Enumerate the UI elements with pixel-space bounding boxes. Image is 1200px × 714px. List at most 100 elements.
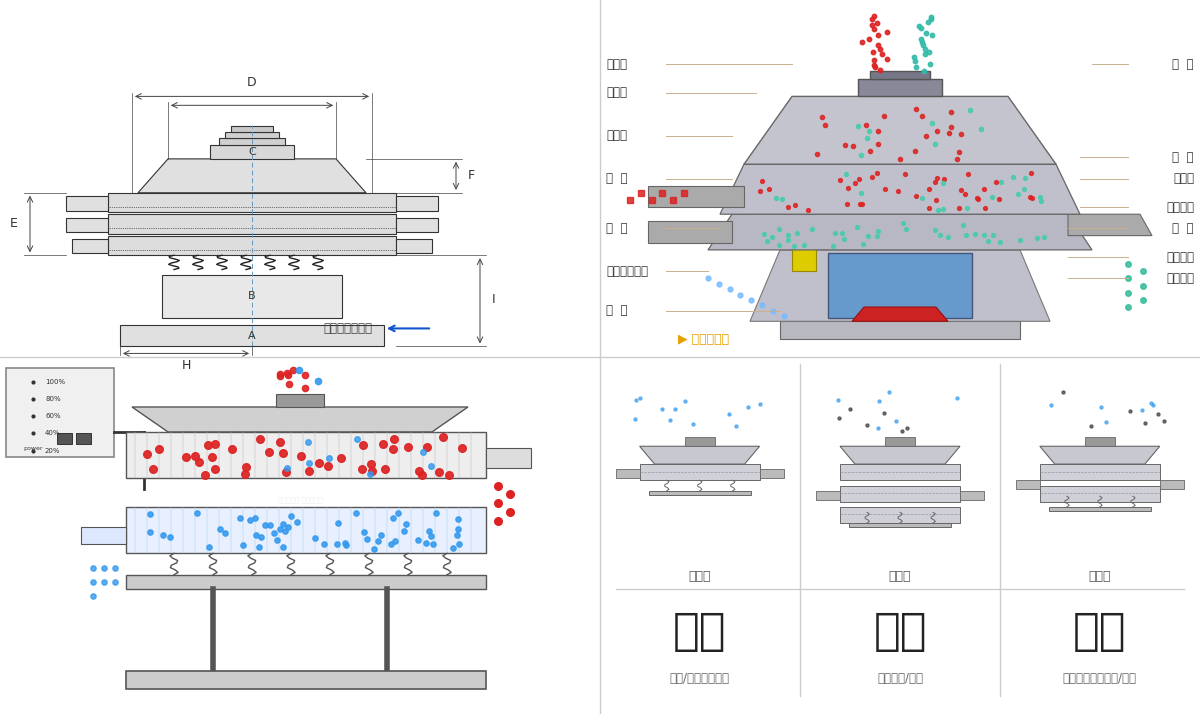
Bar (82, 527, 126, 544)
Bar (210, 144, 294, 159)
Text: 欲了解更多 请联系我们: 欲了解更多 请联系我们 (277, 496, 323, 503)
Bar (760, 470, 784, 478)
Text: 分级: 分级 (673, 610, 726, 653)
Text: 40%: 40% (46, 431, 60, 436)
Text: 束  环: 束 环 (606, 172, 628, 185)
Bar (77, 433, 91, 444)
Bar (126, 507, 486, 553)
Text: 三层式: 三层式 (889, 570, 911, 583)
Polygon shape (750, 250, 1050, 321)
Text: 运输固定螺栓: 运输固定螺栓 (606, 265, 648, 278)
Text: 颗粒/粉末准确分级: 颗粒/粉末准确分级 (670, 672, 730, 685)
Polygon shape (840, 464, 960, 481)
Text: 振动电机: 振动电机 (1166, 251, 1194, 263)
Bar (108, 214, 396, 234)
Bar (828, 253, 972, 318)
Text: 除杂: 除杂 (1073, 610, 1127, 653)
Text: power: power (23, 446, 43, 451)
Text: 20%: 20% (46, 448, 60, 453)
Bar (858, 79, 942, 96)
Text: A: A (248, 331, 256, 341)
Text: 去除液体中的颗粒/异物: 去除液体中的颗粒/异物 (1063, 672, 1136, 685)
Text: 下部重锤: 下部重锤 (1166, 272, 1194, 285)
Polygon shape (720, 164, 1080, 214)
Bar (1159, 481, 1183, 489)
Bar (108, 193, 396, 213)
Text: 去除异物/结块: 去除异物/结块 (877, 672, 923, 685)
Bar (226, 131, 278, 139)
Bar (126, 432, 486, 478)
Circle shape (22, 430, 46, 444)
Bar (616, 470, 640, 478)
Text: ▶ 结构示意图: ▶ 结构示意图 (678, 333, 730, 346)
Polygon shape (640, 464, 760, 481)
Text: 进料口: 进料口 (606, 58, 628, 71)
Bar (120, 325, 384, 346)
Text: 80%: 80% (46, 396, 61, 402)
Bar (66, 196, 108, 211)
Text: 上部重锤: 上部重锤 (1166, 201, 1194, 213)
Text: H: H (181, 359, 191, 372)
Bar (230, 126, 274, 131)
Polygon shape (1039, 464, 1159, 481)
Bar (886, 437, 916, 446)
Polygon shape (840, 486, 960, 502)
Text: 筛  网: 筛 网 (1172, 58, 1194, 71)
Bar (1049, 507, 1151, 511)
Polygon shape (744, 96, 1056, 164)
Text: F: F (468, 169, 475, 182)
Bar (486, 448, 530, 468)
Bar (220, 139, 286, 144)
Text: 机  座: 机 座 (606, 304, 628, 317)
Bar (850, 523, 952, 527)
Bar (126, 671, 486, 689)
Text: 出料口: 出料口 (606, 129, 628, 142)
Bar (276, 394, 324, 407)
Text: 防尘盖: 防尘盖 (606, 86, 628, 99)
Bar (684, 437, 715, 446)
Bar (6, 368, 114, 457)
Polygon shape (708, 214, 1092, 250)
Text: E: E (10, 217, 18, 231)
Bar (960, 491, 984, 500)
Bar (792, 246, 816, 271)
Polygon shape (780, 321, 1020, 339)
Bar (396, 218, 438, 232)
Text: 筛  盘: 筛 盘 (1172, 222, 1194, 235)
Text: 100%: 100% (46, 379, 65, 385)
Text: D: D (247, 76, 257, 89)
Bar (58, 433, 72, 444)
Bar (816, 491, 840, 500)
Text: B: B (248, 291, 256, 301)
Polygon shape (640, 446, 760, 464)
Polygon shape (1068, 214, 1152, 236)
Polygon shape (648, 186, 744, 207)
Polygon shape (132, 407, 468, 432)
Polygon shape (648, 221, 732, 243)
Text: 双层式: 双层式 (1088, 570, 1111, 583)
Polygon shape (1039, 486, 1159, 502)
Polygon shape (852, 307, 948, 321)
Text: 网  架: 网 架 (1172, 151, 1194, 164)
Bar (72, 239, 108, 253)
Text: 外形尺寸示意图: 外形尺寸示意图 (323, 322, 372, 335)
Polygon shape (840, 446, 960, 464)
Text: 60%: 60% (46, 413, 61, 419)
Bar (1015, 481, 1039, 489)
Polygon shape (840, 507, 960, 523)
Text: 单层式: 单层式 (689, 570, 710, 583)
Bar (126, 575, 486, 589)
Bar (396, 239, 432, 253)
Bar (649, 491, 751, 496)
Text: C: C (248, 146, 256, 157)
Bar (162, 275, 342, 318)
Text: 加重块: 加重块 (1174, 172, 1194, 185)
Polygon shape (1039, 446, 1159, 464)
Bar (108, 236, 396, 256)
Text: I: I (492, 293, 496, 306)
Bar (396, 196, 438, 211)
Bar (66, 218, 108, 232)
Bar (870, 71, 930, 79)
Bar (1085, 437, 1115, 446)
Text: 弹  簧: 弹 簧 (606, 222, 628, 235)
